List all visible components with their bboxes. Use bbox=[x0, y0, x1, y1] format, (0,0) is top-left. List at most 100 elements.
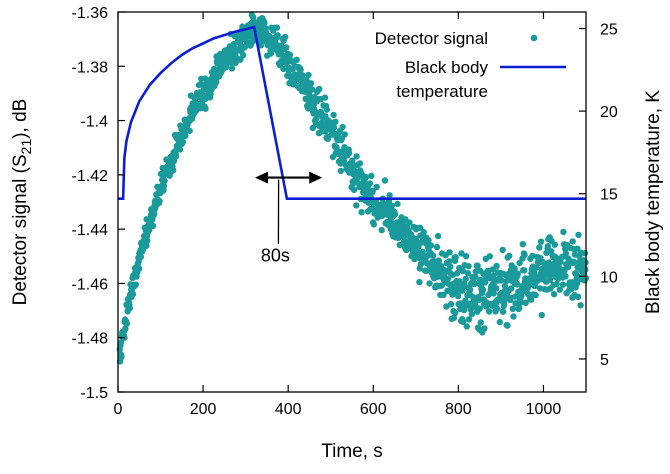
detector-point bbox=[282, 33, 289, 41]
legend-label-temperature-line2: temperature bbox=[396, 82, 488, 101]
detector-point bbox=[511, 265, 518, 272]
detector-point bbox=[498, 277, 505, 284]
detector-point bbox=[538, 311, 545, 319]
detector-point bbox=[499, 308, 507, 315]
detector-point bbox=[569, 238, 576, 245]
detector-point bbox=[386, 192, 393, 199]
detector-point bbox=[509, 305, 516, 312]
detector-point bbox=[324, 135, 332, 142]
detector-point bbox=[447, 301, 455, 308]
detector-point bbox=[513, 281, 521, 288]
detector-point bbox=[273, 24, 281, 31]
detector-point bbox=[562, 250, 570, 257]
detector-point bbox=[122, 325, 129, 332]
detector-point bbox=[366, 180, 374, 187]
detector-point bbox=[517, 299, 525, 306]
detector-point bbox=[349, 157, 356, 164]
detector-point bbox=[341, 131, 348, 138]
y-axis-title-sub: 21 bbox=[18, 139, 34, 155]
x-axis-title: Time, s bbox=[321, 441, 383, 462]
y-axis-title-tail: ), dB bbox=[10, 99, 31, 139]
detector-point bbox=[574, 293, 582, 300]
detector-point bbox=[514, 270, 521, 277]
detector-point bbox=[182, 132, 189, 139]
detector-point bbox=[228, 65, 236, 72]
y2-tick-label: 20 bbox=[600, 104, 618, 121]
annotation-arrow: 80s bbox=[254, 171, 323, 266]
plot-frame bbox=[117, 11, 587, 393]
annotation-arrowhead-right bbox=[309, 171, 323, 184]
detector-point bbox=[283, 44, 290, 51]
detector-point bbox=[434, 232, 442, 240]
detector-point bbox=[485, 308, 493, 315]
detector-point bbox=[129, 290, 137, 298]
detector-point bbox=[551, 253, 559, 260]
annotation-label: 80s bbox=[261, 246, 290, 266]
detector-point bbox=[406, 219, 413, 226]
detector-point bbox=[560, 228, 567, 236]
detector-point bbox=[506, 252, 513, 260]
detector-point bbox=[504, 322, 511, 329]
detector-point bbox=[494, 305, 501, 312]
detector-point bbox=[468, 310, 475, 318]
detector-point bbox=[496, 318, 503, 326]
detector-point bbox=[463, 323, 470, 330]
detector-point bbox=[582, 266, 589, 273]
detector-point bbox=[358, 209, 365, 216]
detector-point bbox=[429, 252, 437, 259]
detector-point bbox=[420, 228, 427, 236]
detector-point bbox=[450, 314, 458, 321]
detector-point bbox=[237, 56, 244, 63]
detector-point bbox=[458, 250, 465, 257]
detector-point bbox=[493, 262, 500, 270]
detector-point bbox=[455, 292, 462, 300]
detector-point bbox=[381, 177, 389, 184]
detector-point bbox=[308, 86, 316, 93]
temperature-line bbox=[118, 25, 586, 200]
detector-point bbox=[373, 183, 380, 191]
x-tick-label: 1000 bbox=[526, 401, 562, 418]
detector-point bbox=[426, 280, 433, 287]
detector-point bbox=[330, 124, 338, 131]
detector-point bbox=[479, 286, 487, 293]
detector-point bbox=[550, 291, 558, 298]
y-tick-label: -1.42 bbox=[72, 168, 109, 185]
detector-point bbox=[123, 320, 131, 327]
detector-point bbox=[117, 339, 125, 346]
detector-point bbox=[435, 257, 442, 264]
legend-label-temperature-line1: Black body bbox=[405, 58, 489, 77]
detector-point bbox=[186, 127, 193, 135]
detector-point bbox=[462, 275, 469, 283]
detector-point bbox=[532, 291, 539, 299]
detector-point bbox=[536, 244, 543, 251]
y-tick-label: -1.4 bbox=[80, 114, 108, 131]
detector-point bbox=[353, 202, 360, 209]
detector-point bbox=[465, 263, 472, 270]
detector-point bbox=[394, 200, 401, 208]
detector-point bbox=[179, 138, 187, 146]
detector-point bbox=[510, 313, 517, 320]
detector-point bbox=[581, 249, 589, 257]
detector-point bbox=[274, 32, 281, 39]
detector-point bbox=[476, 305, 483, 312]
detector-point bbox=[350, 186, 358, 194]
detector-point bbox=[527, 296, 535, 303]
y-tick-label: -1.5 bbox=[80, 385, 108, 402]
y-tick-label: -1.36 bbox=[72, 5, 109, 22]
detector-point bbox=[132, 281, 140, 288]
detector-point bbox=[516, 305, 523, 312]
detector-point bbox=[370, 221, 378, 228]
detector-point bbox=[339, 123, 346, 131]
detector-point bbox=[553, 280, 560, 288]
detector-point bbox=[337, 167, 344, 175]
detector-point bbox=[297, 66, 304, 73]
detector-point bbox=[544, 243, 552, 250]
detector-point bbox=[512, 293, 519, 300]
annotation-arrowhead-left bbox=[254, 171, 268, 184]
x-tick-label: 600 bbox=[360, 401, 387, 418]
detector-point bbox=[413, 238, 421, 245]
legend: Detector signal Black body temperature bbox=[375, 29, 566, 101]
detector-point bbox=[486, 253, 493, 260]
scatter-points bbox=[116, 11, 590, 365]
detector-point bbox=[453, 270, 461, 277]
